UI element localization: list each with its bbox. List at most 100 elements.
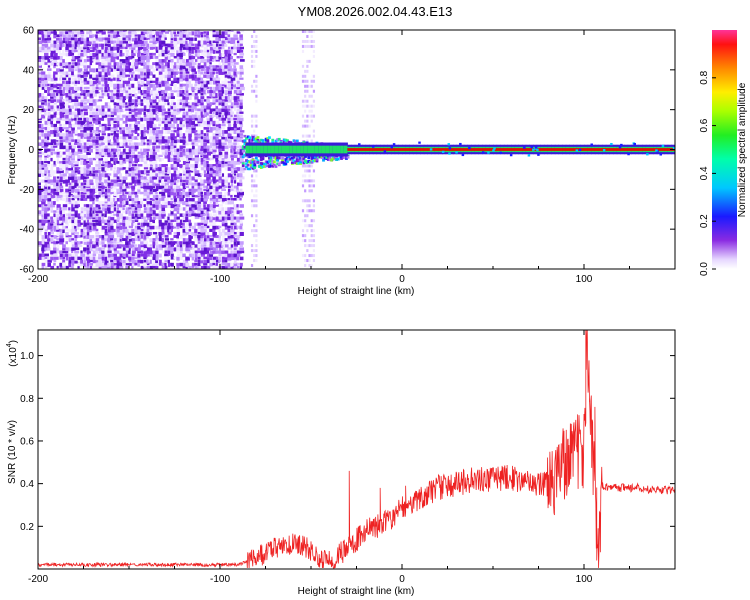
noise-cell	[59, 167, 63, 172]
noise-cell	[164, 102, 167, 106]
noise-cell	[140, 265, 144, 269]
noise-cell	[200, 80, 204, 84]
noise-cell	[62, 164, 67, 168]
transition-cell	[261, 157, 265, 160]
noise-cell	[212, 154, 216, 159]
noise-cell	[113, 65, 117, 70]
noise-cell	[146, 157, 150, 161]
noise-cell	[131, 30, 137, 32]
noise-cell	[215, 96, 218, 99]
noise-cell	[209, 148, 215, 152]
noise-cell	[74, 83, 78, 87]
noise-cell	[47, 225, 52, 230]
noise-cell	[125, 250, 131, 254]
noise-cell	[230, 130, 235, 134]
noise-cell	[188, 68, 193, 72]
noise-cell	[38, 154, 43, 158]
noise-cell	[236, 55, 240, 59]
noise-cell	[185, 123, 191, 128]
noise-cell	[68, 247, 72, 252]
noise-cell	[137, 170, 142, 174]
noise-cell	[107, 108, 113, 112]
noise-cell	[164, 117, 170, 121]
noise-cell	[80, 185, 84, 190]
noise-cell	[119, 157, 125, 161]
noise-cell	[170, 99, 175, 103]
noise-cell	[140, 185, 144, 189]
noise-cell	[113, 40, 117, 44]
noise-cell	[221, 197, 227, 202]
noise-cell	[74, 164, 79, 167]
noise-cell	[107, 65, 112, 69]
noise-cell	[83, 123, 87, 127]
noise-cell	[89, 83, 95, 87]
noise-cell	[203, 262, 208, 266]
noise-cell	[104, 201, 108, 204]
noise-cell	[59, 210, 63, 215]
noise-cell	[71, 231, 75, 236]
noise-cell	[221, 213, 226, 216]
noise-cell	[137, 123, 141, 128]
noise-cell	[203, 142, 208, 147]
noise-cell	[134, 142, 139, 145]
noise-cell	[200, 160, 204, 165]
transition-cell	[261, 165, 265, 169]
noise-cell	[203, 235, 207, 239]
noise-cell	[95, 244, 99, 247]
noise-cell	[227, 142, 233, 147]
noise-cell	[155, 80, 161, 85]
noise-cell	[47, 213, 50, 217]
noise-cell	[164, 164, 168, 167]
noise-cell	[239, 30, 245, 33]
noise-cell	[98, 157, 104, 161]
noise-cell	[167, 213, 173, 217]
noise-cell	[143, 46, 149, 51]
noise-cell	[221, 102, 226, 106]
noise-cell	[197, 259, 201, 263]
noise-cell	[122, 130, 125, 134]
noise-cell	[236, 40, 242, 44]
noise-cell	[134, 74, 138, 79]
noise-cell	[215, 123, 220, 127]
noise-cell	[95, 83, 100, 87]
noise-cell	[128, 231, 133, 235]
noise-cell	[137, 213, 141, 216]
noise-cell	[41, 31, 44, 35]
noise-cell	[191, 52, 195, 56]
noise-cell	[92, 74, 96, 78]
noise-cell	[176, 34, 180, 37]
noise-cell	[71, 93, 74, 97]
noise-cell	[77, 68, 83, 73]
noise-cell	[77, 197, 80, 201]
noise-cell	[179, 59, 183, 62]
transition-cell	[287, 156, 291, 159]
noise-cell	[200, 197, 204, 202]
noise-cell	[128, 225, 133, 229]
noise-cell	[137, 173, 143, 178]
stripe-cell	[250, 214, 254, 218]
noise-cell	[62, 52, 67, 56]
noise-cell	[119, 219, 123, 223]
noise-cell	[236, 136, 240, 139]
noise-cell	[197, 99, 201, 103]
noise-cell	[149, 179, 154, 183]
noise-cell	[104, 148, 109, 153]
noise-cell	[236, 225, 241, 229]
noise-cell	[173, 126, 177, 130]
noise-cell	[212, 142, 217, 146]
noise-cell	[80, 188, 85, 191]
noise-cell	[89, 173, 95, 177]
noise-cell	[230, 238, 233, 243]
noise-cell	[95, 74, 99, 79]
noise-cell	[161, 105, 165, 109]
transition-cell	[253, 164, 257, 168]
noise-cell	[140, 31, 145, 35]
noise-cell	[179, 176, 183, 180]
noise-cell	[38, 225, 44, 229]
noise-cell	[80, 99, 85, 103]
noise-cell	[215, 108, 219, 112]
noise-cell	[116, 89, 120, 93]
noise-cell	[236, 139, 242, 142]
noise-cell	[95, 142, 100, 145]
noise-cell	[218, 231, 224, 236]
